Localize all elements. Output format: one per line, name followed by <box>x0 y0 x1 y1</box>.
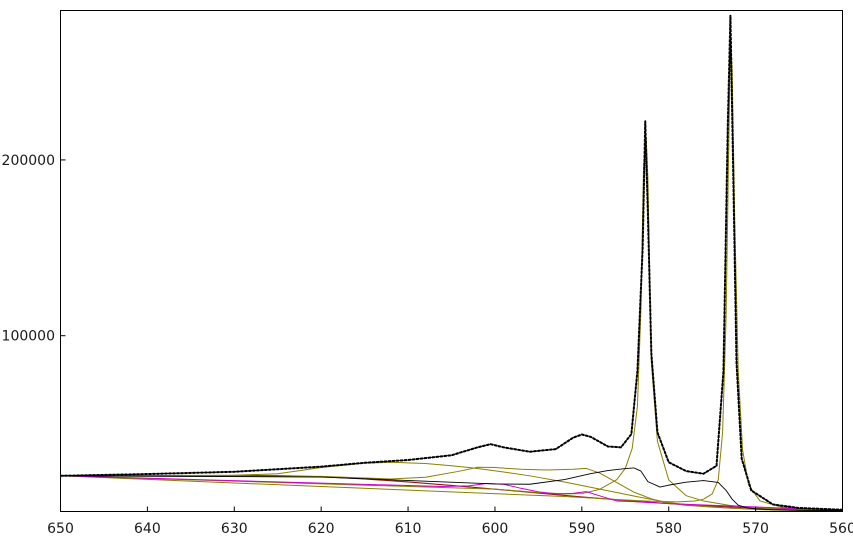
component-small-line-5 <box>60 475 843 511</box>
x-tick-label-560: 560 <box>829 521 853 537</box>
component-line-2 <box>60 466 843 512</box>
x-tick-label-610: 610 <box>395 521 422 537</box>
series-layer <box>60 14 843 512</box>
y-tick-label-200000: 200000 <box>2 153 55 169</box>
x-tick-label-600: 600 <box>482 521 509 537</box>
x-tick-label-640: 640 <box>134 521 161 537</box>
x-tick-label-580: 580 <box>655 521 682 537</box>
y-tick-label-100000: 100000 <box>2 329 55 345</box>
plot-frame <box>60 10 843 512</box>
x-tick-label-590: 590 <box>568 521 595 537</box>
x-tick-label-630: 630 <box>221 521 248 537</box>
x-tick-label-620: 620 <box>308 521 335 537</box>
envelope-partial-line-6 <box>60 467 843 512</box>
x-tick-label-650: 650 <box>47 521 74 537</box>
data-line-8 <box>60 14 843 511</box>
x-tick-label-570: 570 <box>742 521 769 537</box>
axis-layer: 650 640 630 620 610 600 590 580 570 560 100000 2000… <box>2 153 853 537</box>
